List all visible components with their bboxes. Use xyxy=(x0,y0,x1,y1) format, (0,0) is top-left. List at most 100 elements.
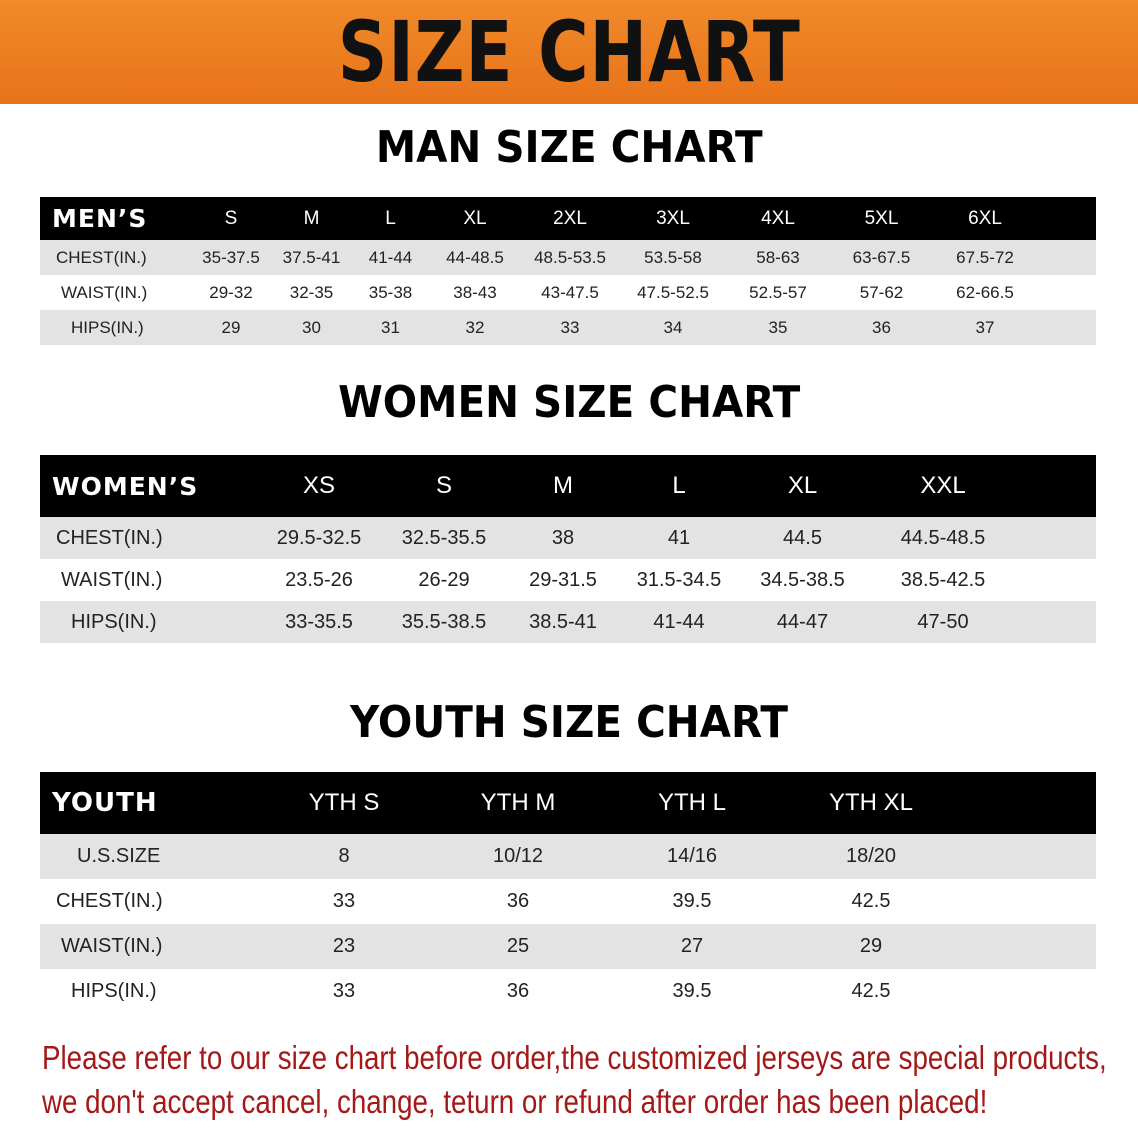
header-label: WOMEN’S xyxy=(40,455,255,517)
measurement-cell: 32.5-35.5 xyxy=(383,517,505,559)
row-label: HIPS(IN.) xyxy=(40,601,255,643)
size-header-l: L xyxy=(621,455,737,517)
empty-cell xyxy=(1018,601,1096,643)
measurement-cell: 44-47 xyxy=(737,601,868,643)
measurement-cell: 35.5-38.5 xyxy=(383,601,505,643)
size-header-yth-s: YTH S xyxy=(255,772,433,834)
row-label: U.S.SIZE xyxy=(40,834,255,879)
measurement-cell: 37.5-41 xyxy=(272,240,351,275)
measurement-cell: 58-63 xyxy=(726,240,830,275)
women-title-text: WOMEN SIZE CHART xyxy=(337,377,801,428)
men-size-table: MEN’S S M L XL 2XL 3XL 4XL 5XL 6XL CHEST(IN.) 35-37… xyxy=(40,197,1096,345)
empty-cell xyxy=(1018,517,1096,559)
empty-cell xyxy=(1018,559,1096,601)
measurement-cell: 36 xyxy=(830,310,933,345)
measurement-cell: 48.5-53.5 xyxy=(520,240,620,275)
measurement-cell: 35-37.5 xyxy=(190,240,272,275)
size-header-m: M xyxy=(505,455,621,517)
size-header-3xl: 3XL xyxy=(620,197,726,240)
size-header-xxl: XXL xyxy=(868,455,1018,517)
measurement-cell: 38.5-41 xyxy=(505,601,621,643)
measurement-cell: 29 xyxy=(781,924,961,969)
table-row: WAIST(IN.) 29-32 32-35 35-38 38-43 43-47.5 47.… xyxy=(40,275,1096,310)
measurement-cell: 41-44 xyxy=(351,240,430,275)
measurement-cell: 10/12 xyxy=(433,834,603,879)
measurement-cell: 37 xyxy=(933,310,1037,345)
notice-line-1: Please refer to our size chart before or… xyxy=(42,1039,1107,1076)
row-label: CHEST(IN.) xyxy=(40,879,255,924)
size-header-yth-l: YTH L xyxy=(603,772,781,834)
measurement-cell: 35 xyxy=(726,310,830,345)
measurement-cell: 38.5-42.5 xyxy=(868,559,1018,601)
measurement-cell: 57-62 xyxy=(830,275,933,310)
measurement-cell: 42.5 xyxy=(781,969,961,1014)
table-row: CHEST(IN.) 35-37.5 37.5-41 41-44 44-48.5 48.5… xyxy=(40,240,1096,275)
size-header-yth-m: YTH M xyxy=(433,772,603,834)
notice-line-2: we don't accept cancel, change, teturn o… xyxy=(42,1083,988,1120)
measurement-cell: 31 xyxy=(351,310,430,345)
measurement-cell: 33-35.5 xyxy=(255,601,383,643)
youth-title-text: YOUTH SIZE CHART xyxy=(350,697,788,748)
size-header-5xl: 5XL xyxy=(830,197,933,240)
measurement-cell: 32-35 xyxy=(272,275,351,310)
row-label: WAIST(IN.) xyxy=(40,559,255,601)
table-row: WAIST(IN.) 23 25 27 29 xyxy=(40,924,1096,969)
men-section-title: MAN SIZE CHART xyxy=(0,122,1138,173)
table-header-row: WOMEN’S XS S M L XL XXL xyxy=(40,455,1096,517)
empty-cell xyxy=(1037,275,1096,310)
table-row: CHEST(IN.) 33 36 39.5 42.5 xyxy=(40,879,1096,924)
table-row: HIPS(IN.) 33-35.5 35.5-38.5 38.5-41 41-44 44-… xyxy=(40,601,1096,643)
measurement-cell: 38 xyxy=(505,517,621,559)
empty-cell xyxy=(961,772,1096,834)
measurement-cell: 29 xyxy=(190,310,272,345)
measurement-cell: 14/16 xyxy=(603,834,781,879)
measurement-cell: 42.5 xyxy=(781,879,961,924)
measurement-cell: 34.5-38.5 xyxy=(737,559,868,601)
measurement-cell: 8 xyxy=(255,834,433,879)
row-label: WAIST(IN.) xyxy=(40,924,255,969)
measurement-cell: 18/20 xyxy=(781,834,961,879)
measurement-cell: 39.5 xyxy=(603,879,781,924)
measurement-cell: 52.5-57 xyxy=(726,275,830,310)
measurement-cell: 44-48.5 xyxy=(430,240,520,275)
empty-cell xyxy=(961,969,1096,1014)
youth-section-title: YOUTH SIZE CHART xyxy=(0,697,1138,748)
measurement-cell: 43-47.5 xyxy=(520,275,620,310)
header-label: YOUTH xyxy=(40,772,255,834)
women-size-table: WOMEN’S XS S M L XL XXL CHEST(IN.) 29.5-32.5 32.5… xyxy=(40,455,1096,643)
measurement-cell: 53.5-58 xyxy=(620,240,726,275)
empty-cell xyxy=(961,834,1096,879)
row-label: WAIST(IN.) xyxy=(40,275,190,310)
measurement-cell: 63-67.5 xyxy=(830,240,933,275)
size-header-2xl: 2XL xyxy=(520,197,620,240)
table-row: HIPS(IN.) 29 30 31 32 33 34 35 36 37 xyxy=(40,310,1096,345)
size-header-6xl: 6XL xyxy=(933,197,1037,240)
measurement-cell: 23 xyxy=(255,924,433,969)
table-row: HIPS(IN.) 33 36 39.5 42.5 xyxy=(40,969,1096,1014)
youth-size-table: YOUTH YTH S YTH M YTH L YTH XL U.S.SIZE 8 10/12… xyxy=(40,772,1096,1014)
header-label: MEN’S xyxy=(40,197,190,240)
measurement-cell: 41 xyxy=(621,517,737,559)
measurement-cell: 36 xyxy=(433,879,603,924)
table-row: CHEST(IN.) 29.5-32.5 32.5-35.5 38 41 44.5 44.5… xyxy=(40,517,1096,559)
empty-cell xyxy=(1037,240,1096,275)
measurement-cell: 25 xyxy=(433,924,603,969)
measurement-cell: 34 xyxy=(620,310,726,345)
men-title-text: MAN SIZE CHART xyxy=(375,122,763,173)
measurement-cell: 29-32 xyxy=(190,275,272,310)
measurement-cell: 67.5-72 xyxy=(933,240,1037,275)
measurement-cell: 44.5 xyxy=(737,517,868,559)
size-header-xs: XS xyxy=(255,455,383,517)
row-label: CHEST(IN.) xyxy=(40,517,255,559)
empty-cell xyxy=(961,924,1096,969)
size-header-xl: XL xyxy=(737,455,868,517)
empty-cell xyxy=(1037,310,1096,345)
size-header-l: L xyxy=(351,197,430,240)
measurement-cell: 62-66.5 xyxy=(933,275,1037,310)
measurement-cell: 44.5-48.5 xyxy=(868,517,1018,559)
size-header-4xl: 4XL xyxy=(726,197,830,240)
measurement-cell: 32 xyxy=(430,310,520,345)
measurement-cell: 35-38 xyxy=(351,275,430,310)
size-header-xl: XL xyxy=(430,197,520,240)
size-header-s: S xyxy=(383,455,505,517)
